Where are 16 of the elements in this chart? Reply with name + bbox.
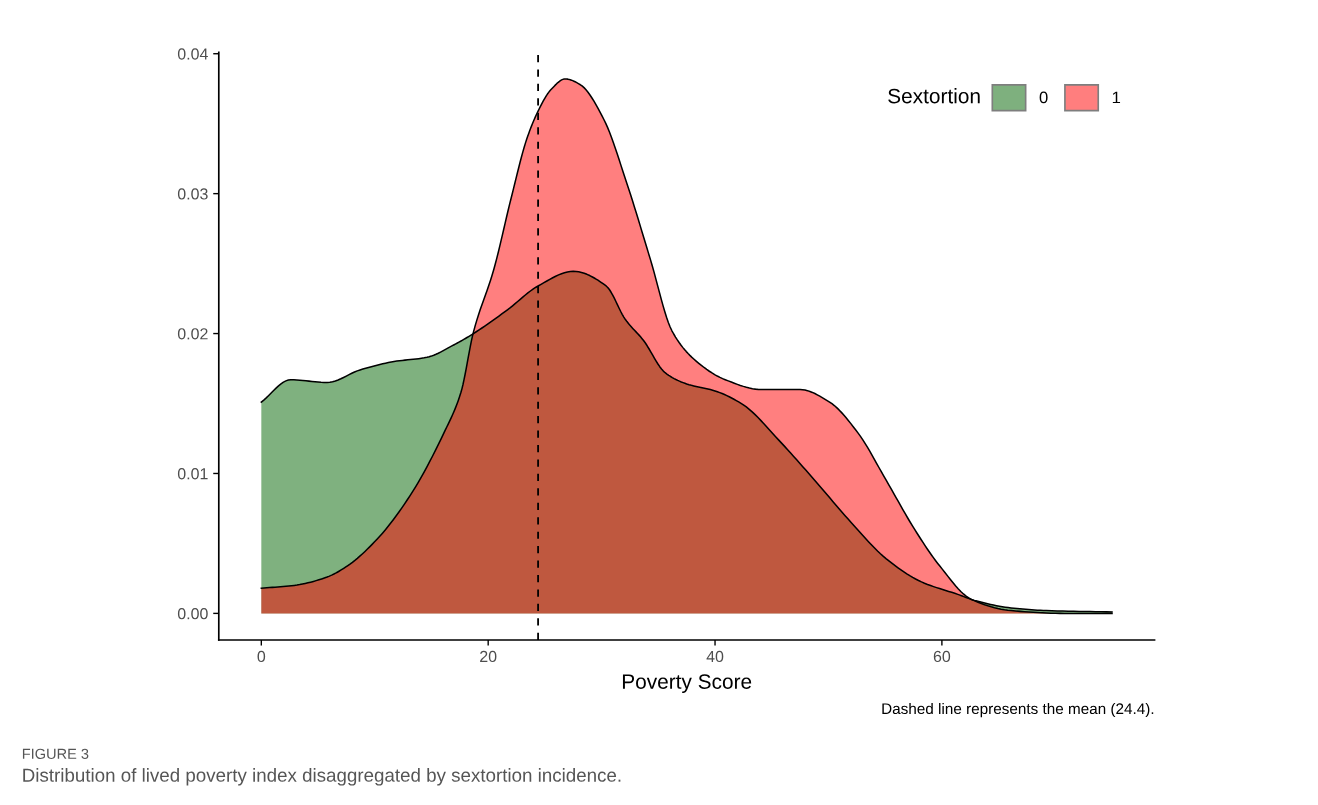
x-axis-title: Poverty Score [622, 674, 752, 694]
x-tick-label: 40 [706, 650, 724, 663]
x-tick-label: 60 [933, 650, 951, 663]
y-tick-label: 0.02 [177, 328, 208, 340]
x-tick-label: 0 [257, 650, 266, 663]
legend-label: 1 [1112, 91, 1121, 104]
y-tick-label: 0.03 [177, 188, 208, 200]
legend-label: 0 [1039, 91, 1048, 104]
text: Distribution of lived poverty index disaggregated by sextortion incidence. [23, 768, 621, 786]
caption: FIGURE 3 [22, 748, 89, 759]
legend-title: Sextortion [888, 88, 980, 104]
y-tick-label: 0.00 [177, 608, 208, 620]
y-tick-label: 0.01 [177, 468, 208, 480]
y-tick-label: 0.04 [177, 48, 208, 60]
x-tick-label: 20 [480, 650, 497, 663]
text: Dashed line represents the mean (24.4). [882, 702, 1154, 718]
